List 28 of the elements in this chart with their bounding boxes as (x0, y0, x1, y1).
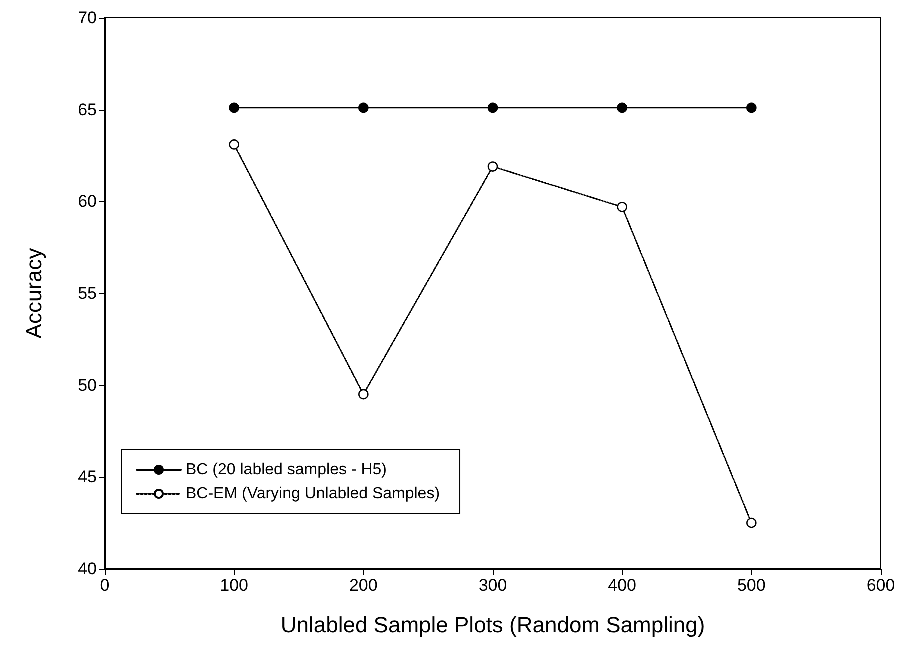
x-tick-label: 300 (478, 576, 508, 595)
y-tick-label: 60 (78, 192, 97, 212)
y-tick-label: 40 (78, 560, 97, 578)
point (488, 162, 498, 172)
point (617, 202, 628, 212)
point (488, 102, 498, 114)
y-tick-label: 70 (78, 8, 97, 28)
y-axis-title: Accuracy (22, 248, 46, 339)
y-tick-label: 45 (78, 468, 97, 487)
x-tick-label: 400 (608, 576, 637, 595)
point (229, 102, 240, 114)
x-tick-label: 200 (349, 576, 378, 595)
point (617, 102, 628, 114)
x-tick-label: 100 (220, 576, 249, 595)
x-tick-label: 0 (100, 576, 110, 595)
legend-label: BC (20 labled samples - H5) (186, 462, 387, 478)
x-tick-label: 500 (737, 576, 766, 595)
point (229, 140, 240, 150)
point (358, 389, 369, 400)
x-tick-label: 600 (866, 576, 896, 595)
x-axis-title: Unlabled Sample Plots (Random Sampling) (280, 612, 706, 638)
point (746, 102, 757, 114)
y-tick-label: 55 (78, 284, 97, 303)
legend-label: BC-EM (Varying Unlabled Samples) (186, 486, 440, 502)
y-tick-label: 65 (78, 100, 97, 120)
point (358, 102, 369, 114)
point (746, 518, 757, 528)
y-tick-label: 50 (78, 376, 97, 395)
